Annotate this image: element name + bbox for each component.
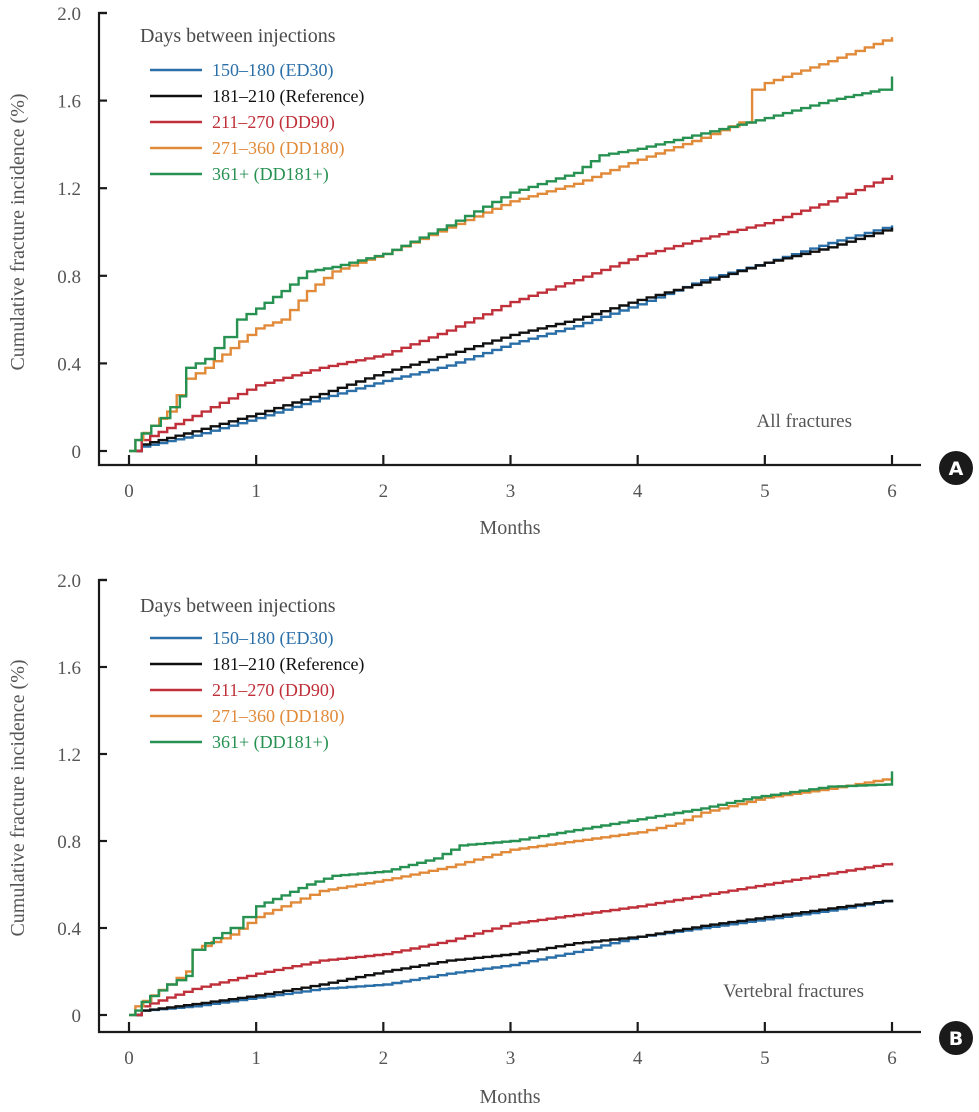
- series-line-2: [135, 899, 894, 1017]
- y-tick-label: 2.0: [57, 571, 81, 592]
- legend-item: 271–360 (DD180): [150, 706, 345, 727]
- legend-item: 181–210 (Reference): [150, 86, 364, 107]
- panel-note: Vertebral fractures: [723, 981, 864, 1002]
- x-tick-label: 5: [760, 481, 770, 502]
- badge-circle: [939, 451, 973, 485]
- panel-note: All fractures: [757, 411, 852, 432]
- legend: Days between injections 150–180 (ED30) 181…: [140, 25, 364, 185]
- panel-a: Cumulative fracture incidence (%) 0 0.4 0.…: [7, 4, 973, 539]
- series-line-4: [129, 777, 894, 1017]
- y-axis-label: Cumulative fracture incidence (%): [7, 93, 29, 370]
- legend-item: 150–180 (ED30): [150, 628, 333, 649]
- axes: 0 0.4 0.8 1.2 1.6 2.0 0 1 2 3 4 5 6: [57, 571, 921, 1069]
- series-line-5: [129, 771, 894, 1017]
- x-tick-label: 5: [760, 1048, 770, 1069]
- legend-item: 271–360 (DD180): [150, 138, 345, 159]
- x-tick-label: 0: [124, 481, 134, 502]
- legend-label: 271–360 (DD180): [212, 706, 345, 727]
- legend: Days between injections 150–180 (ED30) 181…: [140, 595, 364, 753]
- series-line-3: [135, 175, 894, 453]
- legend-label: 181–210 (Reference): [212, 86, 364, 107]
- x-tick-label: 0: [124, 1048, 134, 1069]
- x-tick-label: 1: [251, 1048, 261, 1069]
- y-tick-label: 1.2: [57, 745, 81, 766]
- series-line-3: [135, 862, 894, 1017]
- y-tick-label: 0.8: [57, 832, 81, 853]
- legend-item: 181–210 (Reference): [150, 654, 364, 675]
- axis-frame: [97, 11, 921, 467]
- legend-title: Days between injections: [140, 25, 336, 47]
- legend-label: 150–180 (ED30): [212, 628, 333, 649]
- badge-circle: [939, 1021, 973, 1055]
- x-tick-label: 2: [379, 481, 389, 502]
- x-tick-label: 4: [633, 1048, 643, 1069]
- axes: 0 0.4 0.8 1.2 1.6 2.0 0 1 2 3 4 5 6: [57, 4, 921, 502]
- panel-badge-a: A: [939, 451, 973, 485]
- y-tick-label: 0.4: [57, 919, 81, 940]
- legend-label: 361+ (DD181+): [212, 164, 329, 185]
- badge-letter: B: [949, 1028, 963, 1050]
- x-tick-label: 3: [506, 1048, 516, 1069]
- y-tick-label: 1.2: [57, 179, 81, 200]
- legend-label: 211–270 (DD90): [212, 112, 335, 133]
- y-tick-label: 0.8: [57, 267, 81, 288]
- series-line-4: [129, 37, 894, 453]
- series-line-2: [135, 227, 894, 453]
- series-group: [129, 37, 894, 453]
- panel-b: Cumulative fracture incidence (%) 0 0.4 0.…: [7, 571, 973, 1108]
- legend-item: 211–270 (DD90): [150, 680, 335, 701]
- x-tick-label: 6: [887, 1048, 897, 1069]
- y-tick-label: 0: [72, 442, 82, 463]
- series-line-5: [129, 76, 894, 453]
- legend-label: 211–270 (DD90): [212, 680, 335, 701]
- legend-item: 361+ (DD181+): [150, 164, 329, 185]
- x-tick-label: 3: [506, 481, 516, 502]
- series-group: [129, 771, 894, 1017]
- x-tick-label: 4: [633, 481, 643, 502]
- y-tick-label: 2.0: [57, 4, 81, 25]
- x-axis-label: Months: [479, 517, 540, 539]
- y-tick-label: 0.4: [57, 354, 81, 375]
- legend-item: 211–270 (DD90): [150, 112, 335, 133]
- legend-item: 150–180 (ED30): [150, 60, 333, 81]
- x-tick-label: 1: [251, 481, 261, 502]
- y-tick-label: 1.6: [57, 658, 81, 679]
- y-tick-label: 1.6: [57, 92, 81, 113]
- x-tick-label: 6: [887, 481, 897, 502]
- x-tick-label: 2: [379, 1048, 389, 1069]
- panel-badge-b: B: [939, 1021, 973, 1055]
- legend-title: Days between injections: [140, 595, 336, 617]
- badge-letter: A: [949, 458, 964, 480]
- legend-label: 181–210 (Reference): [212, 654, 364, 675]
- legend-label: 361+ (DD181+): [212, 732, 329, 753]
- legend-label: 150–180 (ED30): [212, 60, 333, 81]
- y-axis-label: Cumulative fracture incidence (%): [7, 659, 29, 936]
- x-axis-label: Months: [479, 1086, 540, 1108]
- legend-item: 361+ (DD181+): [150, 732, 329, 753]
- legend-label: 271–360 (DD180): [212, 138, 345, 159]
- y-tick-label: 0: [72, 1006, 82, 1027]
